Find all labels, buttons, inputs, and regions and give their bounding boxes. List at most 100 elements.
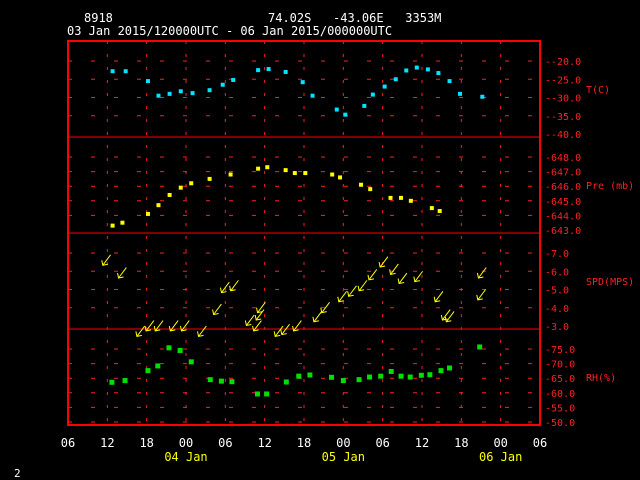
wind-arrow-shaft (198, 325, 207, 337)
humidity-point (356, 377, 362, 383)
temperature-point (256, 68, 261, 73)
wind-arrow-head (153, 325, 161, 332)
wind-arrow-shaft (338, 291, 348, 303)
x-tick-label: 06 (218, 436, 232, 450)
station-id: 8918 (84, 11, 113, 25)
pressure-point (437, 209, 442, 214)
wind-arrow-head (476, 272, 484, 279)
humidity-point (296, 373, 302, 379)
temperature-point (404, 68, 409, 73)
pressure-point (408, 198, 413, 203)
x-tick-label: 12 (415, 436, 429, 450)
wind-arrow-head (101, 260, 108, 266)
x-tick-label: 18 (297, 436, 311, 450)
pressure-point (189, 181, 194, 186)
humidity-point (155, 363, 161, 369)
temperature-point (447, 79, 452, 84)
wind-arrow (254, 309, 265, 321)
wind-arrow-head (357, 285, 365, 292)
x-tick-label: 06 (61, 436, 75, 450)
pressure-point (228, 172, 233, 177)
humidity-tick-label: -65.0 (545, 374, 575, 385)
grid-layer (68, 41, 540, 425)
humidity-point (378, 373, 384, 379)
wind-arrow-shaft (257, 301, 266, 313)
wind-arrow-head (229, 285, 236, 292)
wind-arrow-shaft (253, 320, 262, 332)
wind-arrow (444, 311, 455, 323)
wind-arrow-head (117, 272, 124, 279)
humidity-point (166, 345, 172, 351)
wind-arrow-shaft (313, 311, 323, 323)
wind-arrow-shaft (445, 311, 455, 323)
wind-arrow-shaft (293, 320, 302, 332)
temperature-point (231, 77, 236, 82)
wind-arrow (320, 301, 330, 314)
humidity-point (398, 373, 404, 379)
pressure-point (338, 175, 343, 180)
humidity-point (218, 378, 224, 384)
wind-arrow (229, 280, 239, 292)
pressure-point (359, 182, 364, 187)
pressure-point (303, 171, 308, 176)
wind-arrow-shaft (321, 301, 330, 313)
wind-arrow-head (168, 325, 176, 332)
wind-arrow-shaft (255, 309, 265, 321)
station-location: 74.02S -43.06E 3353M (268, 11, 442, 25)
wind-tick-label: -3.0 (545, 322, 569, 333)
wind-arrow (389, 263, 399, 275)
wind-arrow-shaft (118, 267, 127, 279)
time-period: 03 Jan 2015/120000UTC - 06 Jan 2015/0000… (67, 24, 393, 38)
wind-arrow (179, 320, 190, 332)
temperature-point (220, 82, 225, 87)
wind-tick-label: -7.0 (545, 249, 569, 260)
temperature-point (362, 103, 367, 108)
temperature-point (480, 94, 485, 99)
pressure-point (110, 223, 115, 228)
pressure-point (429, 206, 434, 211)
wind-arrow-head (135, 331, 142, 337)
page-number: 2 (14, 467, 21, 480)
temperature-point (458, 91, 463, 96)
pressure-panel-label: Pre (mb) (586, 181, 634, 192)
wind-arrow (144, 320, 155, 332)
wind-arrow-head (320, 307, 327, 314)
wind-arrow-head (256, 307, 263, 314)
wind-tick-label: -6.0 (545, 267, 569, 278)
pressure-point (292, 171, 297, 176)
wind-arrow (413, 270, 424, 283)
wind-panel-label: SPD(MPS) (586, 277, 634, 288)
temperature-point (300, 80, 305, 85)
humidity-point (122, 378, 128, 384)
wind-arrow-head (397, 278, 405, 285)
pressure-tick-label: -644.0 (545, 211, 581, 222)
temperature-point (145, 79, 150, 84)
humidity-panel-label: RH(%) (586, 373, 616, 384)
humidity-point (207, 377, 213, 383)
x-date-label: 06 Jan (479, 450, 522, 464)
x-tick-label: 18 (454, 436, 468, 450)
pressure-point (283, 168, 288, 173)
wind-arrow-shaft (245, 314, 255, 326)
humidity-point (307, 372, 313, 378)
plot-frame (67, 40, 541, 426)
x-tick-label: 12 (100, 436, 114, 450)
temperature-tick-label: --25.0 (545, 75, 581, 86)
wind-arrow (337, 291, 348, 303)
wind-arrow (252, 320, 262, 332)
temperature-point (156, 93, 161, 98)
pressure-point (330, 172, 335, 177)
pressure-point (156, 203, 161, 208)
marks-layer (101, 65, 487, 397)
wind-arrow (256, 301, 266, 314)
humidity-point (367, 374, 373, 380)
wind-arrow-shaft (281, 323, 290, 335)
wind-arrow-shaft (477, 289, 486, 301)
wind-arrow-shaft (221, 281, 230, 293)
wind-arrow-shaft (169, 320, 179, 332)
wind-arrow-head (254, 314, 262, 321)
humidity-point (418, 372, 424, 378)
temperature-point (283, 69, 288, 74)
wind-arrow (433, 291, 444, 303)
wind-arrow (378, 256, 389, 268)
